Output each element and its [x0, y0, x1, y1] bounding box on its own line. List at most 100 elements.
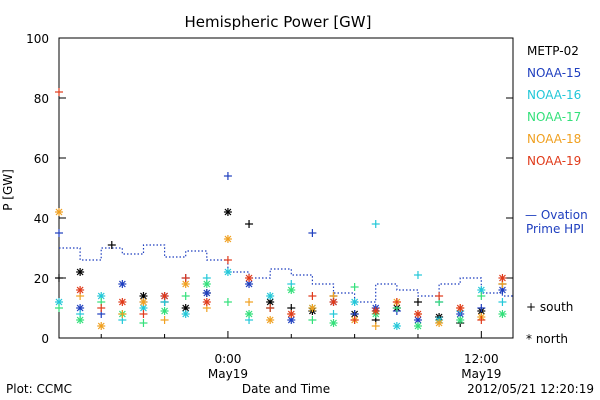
- legend-ovation-label-2: Prime HPI: [526, 222, 584, 236]
- data-point-noaa-15-north: [413, 316, 422, 324]
- data-point-noaa-17-south: [55, 304, 63, 312]
- data-point-noaa-16-south: [413, 271, 422, 279]
- legend: — Ovation Prime HPI + south * north METP…: [525, 44, 588, 346]
- data-point-noaa-17-south: [139, 319, 148, 327]
- data-point-noaa-15-south: [477, 304, 486, 312]
- data-point-noaa-19-north: [329, 298, 338, 306]
- x-axis-ticks: 0:00May1912:00May190:00May2012:00May200:…: [100, 331, 501, 381]
- data-point-noaa-19-north: [76, 286, 85, 294]
- data-point-noaa-15-south: [223, 172, 232, 180]
- data-point-noaa-19-north: [371, 307, 380, 315]
- y-axis-label: P [GW]: [1, 169, 15, 211]
- data-point-metp-02-north: [223, 208, 232, 216]
- data-point-noaa-17-north: [413, 322, 422, 330]
- data-point-noaa-16-south: [498, 298, 507, 306]
- data-point-noaa-17-south: [223, 298, 232, 306]
- data-point-noaa-17-south: [350, 283, 359, 291]
- legend-north-label: * north: [526, 332, 568, 346]
- data-point-noaa-19-south: [350, 316, 359, 324]
- data-point-noaa-18-south: [245, 298, 254, 306]
- data-point-noaa-19-south: [266, 304, 275, 312]
- data-point-noaa-19-north: [456, 304, 465, 312]
- ovation-hpi-series: [59, 244, 513, 303]
- legend-item-noaa-15: NOAA-15: [527, 66, 581, 80]
- data-point-noaa-18-north: [308, 304, 317, 312]
- y-axis-ticks: 0 20 40 60 80 100: [26, 32, 513, 346]
- data-point-noaa-19-south: [308, 292, 317, 300]
- y-tick-label: 40: [34, 212, 49, 226]
- data-point-noaa-19-north: [287, 310, 296, 318]
- data-point-noaa-17-north: [76, 316, 85, 324]
- satellite-samples: [55, 88, 507, 330]
- legend-item-noaa-17: NOAA-17: [527, 110, 581, 124]
- data-point-metp-02-south: [245, 220, 254, 228]
- data-point-noaa-17-north: [202, 280, 211, 288]
- x-tick-time: 12:00: [464, 352, 499, 366]
- data-point-noaa-17-south: [181, 292, 190, 300]
- data-point-noaa-15-south: [308, 229, 317, 237]
- data-point-noaa-16-north: [223, 268, 232, 276]
- data-point-noaa-19-south: [55, 88, 63, 96]
- y-tick-label: 60: [34, 152, 49, 166]
- y-tick-label: 20: [34, 272, 49, 286]
- legend-item-metp-02: METP-02: [527, 44, 579, 58]
- data-point-noaa-17-south: [308, 316, 317, 324]
- data-point-noaa-17-south: [477, 292, 486, 300]
- data-point-noaa-16-north: [350, 298, 359, 306]
- data-point-noaa-18-north: [55, 208, 63, 216]
- data-point-noaa-19-north: [245, 274, 254, 282]
- data-point-noaa-19-south: [97, 304, 106, 312]
- data-point-noaa-18-south: [371, 322, 380, 330]
- data-point-noaa-15-north: [118, 280, 127, 288]
- data-point-noaa-19-south: [392, 298, 401, 306]
- data-point-noaa-19-north: [498, 274, 507, 282]
- data-point-noaa-19-south: [435, 292, 444, 300]
- data-point-metp-02-north: [139, 292, 148, 300]
- data-point-noaa-19-south: [181, 274, 190, 282]
- data-point-metp-02-north: [76, 268, 85, 276]
- data-point-noaa-15-north: [202, 289, 211, 297]
- data-point-noaa-16-north: [181, 310, 190, 318]
- data-point-noaa-17-north: [456, 316, 465, 324]
- data-point-noaa-16-north: [392, 322, 401, 330]
- data-point-noaa-19-south: [139, 310, 148, 318]
- x-axis-label: Date and Time: [242, 382, 330, 396]
- data-point-noaa-16-north: [266, 292, 275, 300]
- legend-item-noaa-19: NOAA-19: [527, 154, 581, 168]
- legend-ovation-label-1: — Ovation: [525, 208, 588, 222]
- data-point-noaa-18-north: [139, 298, 148, 306]
- data-point-noaa-19-north: [118, 298, 127, 306]
- data-point-noaa-19-north: [413, 310, 422, 318]
- legend-south-label: + south: [526, 300, 573, 314]
- x-tick-date: May19: [208, 367, 248, 381]
- data-point-metp-02-north: [181, 304, 190, 312]
- data-point-noaa-18-south: [160, 316, 169, 324]
- legend-item-noaa-16: NOAA-16: [527, 88, 581, 102]
- data-point-noaa-17-north: [329, 319, 338, 327]
- data-point-noaa-18-south: [118, 310, 127, 318]
- data-point-noaa-19-north: [202, 298, 211, 306]
- y-tick-label: 100: [26, 32, 49, 46]
- plot-frame: [58, 37, 514, 339]
- data-point-metp-02-south: [413, 298, 422, 306]
- data-point-noaa-17-north: [287, 286, 296, 294]
- data-point-noaa-19-north: [160, 292, 169, 300]
- data-point-noaa-18-north: [435, 319, 444, 327]
- x-tick-time: 0:00: [214, 352, 241, 366]
- data-point-metp-02-north: [266, 298, 275, 306]
- data-point-noaa-16-north: [55, 298, 63, 306]
- data-point-noaa-16-south: [371, 220, 380, 228]
- data-point-noaa-17-north: [245, 310, 254, 318]
- data-point-noaa-15-south: [55, 229, 63, 237]
- data-point-noaa-16-south: [329, 310, 338, 318]
- data-point-noaa-16-north: [477, 286, 486, 294]
- data-point-noaa-19-south: [223, 256, 232, 264]
- data-point-noaa-18-north: [223, 235, 232, 243]
- data-point-noaa-19-south: [477, 316, 486, 324]
- data-point-noaa-17-north: [498, 310, 507, 318]
- data-point-metp-02-south: [55, 274, 63, 282]
- y-tick-label: 0: [41, 332, 49, 346]
- legend-item-noaa-18: NOAA-18: [527, 132, 581, 146]
- data-point-noaa-18-north: [97, 322, 106, 330]
